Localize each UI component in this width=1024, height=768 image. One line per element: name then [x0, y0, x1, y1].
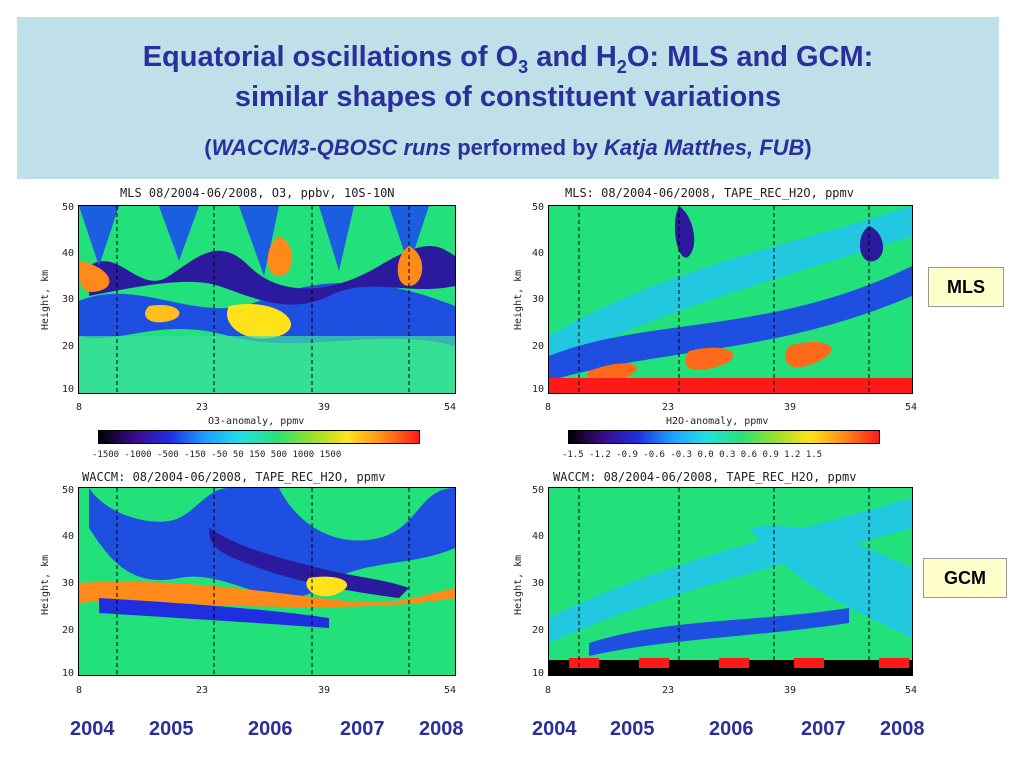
year-right: 2004: [532, 718, 577, 740]
xtick: 39: [784, 402, 797, 413]
panel-title-waccm-h2o: WACCM: 08/2004-06/2008, TAPE_REC_H2O, pp…: [553, 470, 857, 484]
colorbar-o3: [98, 430, 420, 444]
ytick: 30: [62, 294, 75, 305]
year-left: 2008: [419, 718, 464, 740]
xtick: 23: [196, 402, 209, 413]
year-labels: 2004 2005 2006 2007 2008 2004 2005 2006 …: [0, 718, 1024, 748]
badge-mls: MLS: [928, 267, 1004, 307]
year-left: 2007: [340, 718, 385, 740]
xtick: 39: [318, 402, 331, 413]
ytick: 30: [62, 578, 75, 589]
xtick: 54: [444, 685, 457, 696]
ytick: 10: [532, 668, 545, 679]
panel-title-mls-o3: MLS 08/2004-06/2008, O3, ppbv, 10S-10N: [120, 186, 395, 200]
ytick: 10: [62, 668, 75, 679]
colorbar-label-o3: O3-anomaly, ppmv: [208, 416, 305, 427]
xtick: 54: [905, 402, 918, 413]
ylabel-waccm-h2o: Height, km: [513, 554, 524, 615]
ytick: 50: [532, 202, 545, 213]
xtick: 23: [662, 685, 675, 696]
colorbar-label-h2o: H2O-anomaly, ppmv: [666, 416, 769, 427]
xtick: 8: [545, 685, 552, 696]
ytick: 20: [532, 341, 545, 352]
title-line-1: Equatorial oscillations of O3 and H2O: M…: [142, 41, 874, 77]
xtick: 8: [76, 685, 83, 696]
year-right: 2006: [709, 718, 754, 740]
ylabel-mls-h2o: Height, km: [513, 269, 524, 330]
header-banner: Equatorial oscillations of O3 and H2O: M…: [17, 17, 999, 179]
xtick: 8: [76, 402, 83, 413]
ytick: 10: [62, 384, 75, 395]
year-right: 2007: [801, 718, 846, 740]
year-left: 2005: [149, 718, 194, 740]
ytick: 50: [532, 485, 545, 496]
ytick: 50: [62, 202, 75, 213]
subtitle: (WACCM3-QBOSC runs performed by Katja Ma…: [204, 135, 812, 160]
year-left: 2006: [248, 718, 293, 740]
xtick: 54: [444, 402, 457, 413]
ylabel-waccm-o3: Height, km: [40, 554, 51, 615]
panel-title-waccm-o3: WACCM: 08/2004-06/2008, TAPE_REC_H2O, pp…: [82, 470, 386, 484]
ytick: 40: [62, 248, 75, 259]
xtick: 23: [662, 402, 675, 413]
colorbar-h2o: [568, 430, 880, 444]
ytick: 10: [532, 384, 545, 395]
ylabel-mls-o3: Height, km: [40, 269, 51, 330]
ytick: 50: [62, 485, 75, 496]
xtick: 54: [905, 685, 918, 696]
title-line-2: similar shapes of constituent variations: [234, 81, 782, 113]
xtick: 39: [318, 685, 331, 696]
ytick: 30: [532, 294, 545, 305]
ytick: 40: [532, 531, 545, 542]
xtick: 23: [196, 685, 209, 696]
ytick: 20: [532, 625, 545, 636]
panel-title-mls-h2o: MLS: 08/2004-06/2008, TAPE_REC_H2O, ppmv: [565, 186, 854, 200]
badge-gcm: GCM: [923, 558, 1007, 598]
ytick: 40: [532, 248, 545, 259]
ytick: 20: [62, 341, 75, 352]
year-right: 2005: [610, 718, 655, 740]
xtick: 39: [784, 685, 797, 696]
year-left: 2004: [70, 718, 115, 740]
contour-plot-mls-o3: [78, 205, 456, 394]
xtick: 8: [545, 402, 552, 413]
ytick: 30: [532, 578, 545, 589]
year-right: 2008: [880, 718, 925, 740]
colorbar-ticks-o3: -1500 -1000 -500 -150 -50 50 150 500 100…: [92, 450, 342, 460]
ytick: 20: [62, 625, 75, 636]
colorbar-ticks-h2o: -1.5 -1.2 -0.9 -0.6 -0.3 0.0 0.3 0.6 0.9…: [562, 450, 823, 460]
contour-plot-waccm-o3: [78, 487, 456, 676]
contour-plot-mls-h2o: [548, 205, 913, 394]
contour-plot-waccm-h2o: [548, 487, 913, 676]
ytick: 40: [62, 531, 75, 542]
